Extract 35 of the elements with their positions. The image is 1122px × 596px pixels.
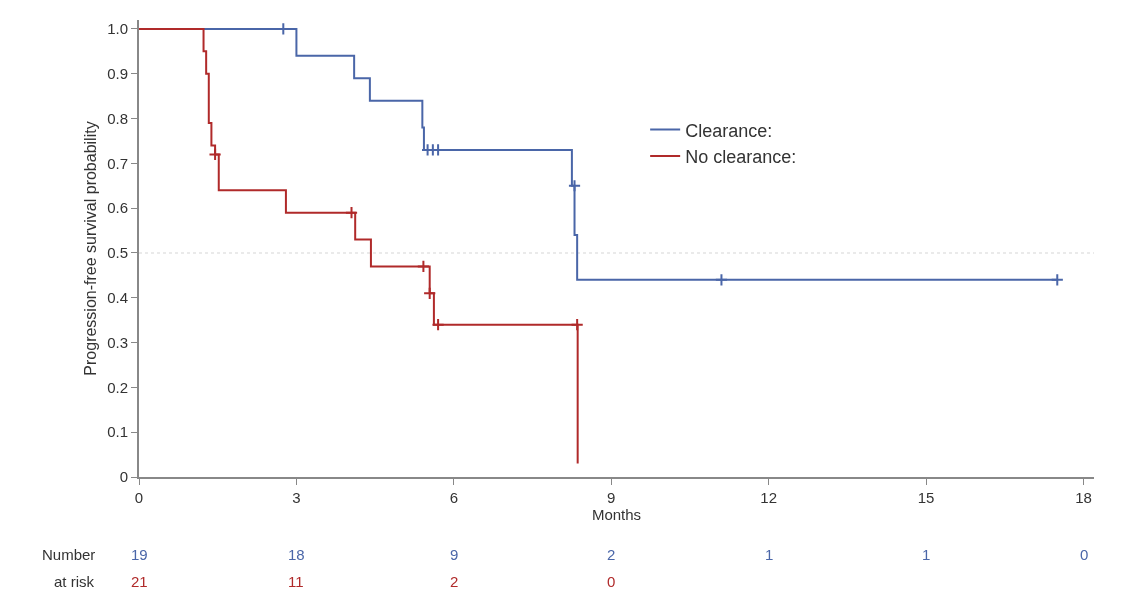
text: 0: [607, 573, 616, 590]
text: 21: [131, 573, 148, 590]
y-tick-label: 1.0: [107, 20, 128, 38]
y-tick-label: 0: [119, 468, 128, 486]
x-tick-label: 0: [134, 489, 144, 506]
text: 2: [450, 573, 459, 590]
text: 1: [922, 546, 931, 563]
y-tick-label: 0.1: [107, 423, 128, 441]
text: 18: [288, 546, 305, 563]
text: 2: [607, 546, 616, 563]
text: 0: [1080, 546, 1089, 563]
y-axis-title: Progression-free survival probability: [82, 121, 99, 376]
y-tick-label: 0.8: [107, 109, 128, 127]
x-axis-title: Months: [591, 506, 642, 523]
y-tick-label: 0.5: [107, 244, 128, 262]
text: 1: [765, 546, 774, 563]
y-tick-label: 0.4: [107, 289, 128, 307]
x-tick-label: 6: [449, 489, 459, 506]
y-tick-label: 0.3: [107, 333, 128, 351]
x-tick-label: 15: [917, 489, 935, 506]
text: 19: [131, 546, 148, 563]
legend-label: Clearance:: [685, 120, 773, 141]
y-tick-label: 0.9: [107, 65, 128, 83]
x-tick-label: 3: [292, 489, 301, 506]
legend-label: No clearance:: [685, 147, 797, 168]
text: at risk: [54, 573, 95, 590]
y-tick-label: 0.7: [107, 154, 128, 172]
x-tick-label: 12: [760, 489, 778, 506]
text: Number: [42, 546, 96, 563]
text: 11: [288, 573, 304, 590]
x-tick-label: 9: [607, 489, 616, 506]
y-tick-label: 0.2: [107, 378, 128, 396]
text: 9: [450, 546, 459, 563]
y-tick-label: 0.6: [107, 199, 128, 217]
x-tick-label: 18: [1075, 489, 1092, 506]
